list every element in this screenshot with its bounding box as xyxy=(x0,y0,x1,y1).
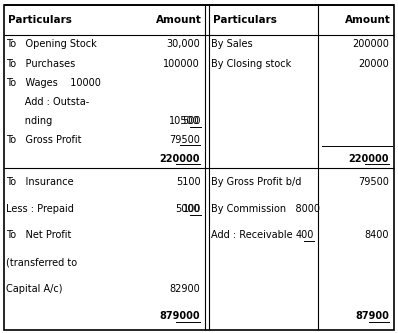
Text: 220000: 220000 xyxy=(348,154,389,164)
Text: (transferred to: (transferred to xyxy=(6,257,77,267)
Text: 8400: 8400 xyxy=(364,230,389,240)
Text: 82900: 82900 xyxy=(169,284,200,294)
Text: Amount: Amount xyxy=(345,15,391,25)
Text: To   Purchases: To Purchases xyxy=(6,59,75,69)
Text: To   Gross Profit: To Gross Profit xyxy=(6,135,82,145)
Text: Capital A/c): Capital A/c) xyxy=(6,284,62,294)
Text: To   Insurance: To Insurance xyxy=(6,176,74,186)
Text: 10500: 10500 xyxy=(169,116,200,126)
Text: By Closing stock: By Closing stock xyxy=(211,59,291,69)
Text: nding: nding xyxy=(6,116,52,126)
Text: 100: 100 xyxy=(183,203,201,213)
Text: To   Net Profit: To Net Profit xyxy=(6,230,71,240)
Text: Particulars: Particulars xyxy=(8,15,72,25)
Text: 500: 500 xyxy=(183,116,201,126)
Text: 220000: 220000 xyxy=(159,154,200,164)
Text: To   Wages    10000: To Wages 10000 xyxy=(6,78,101,88)
Text: 30,000: 30,000 xyxy=(166,40,200,50)
Text: 79500: 79500 xyxy=(358,176,389,186)
Text: 20000: 20000 xyxy=(358,59,389,69)
Text: Particulars: Particulars xyxy=(213,15,277,25)
Text: 200000: 200000 xyxy=(352,40,389,50)
Text: Add : Receivable: Add : Receivable xyxy=(211,230,293,240)
Text: By Commission   8000: By Commission 8000 xyxy=(211,203,320,213)
Text: Amount: Amount xyxy=(156,15,202,25)
Text: To   Opening Stock: To Opening Stock xyxy=(6,40,97,50)
Text: By Sales: By Sales xyxy=(211,40,253,50)
Text: 400: 400 xyxy=(296,230,314,240)
Text: 5000: 5000 xyxy=(175,203,200,213)
Text: 79500: 79500 xyxy=(169,135,200,145)
Text: 5100: 5100 xyxy=(176,176,201,186)
Text: By Gross Profit b/d: By Gross Profit b/d xyxy=(211,176,301,186)
FancyBboxPatch shape xyxy=(4,5,394,330)
Text: Less : Prepaid: Less : Prepaid xyxy=(6,203,74,213)
Text: 100000: 100000 xyxy=(163,59,200,69)
Text: 87900: 87900 xyxy=(355,311,389,321)
Text: Add : Outsta-: Add : Outsta- xyxy=(6,97,89,107)
Text: 879000: 879000 xyxy=(159,311,200,321)
